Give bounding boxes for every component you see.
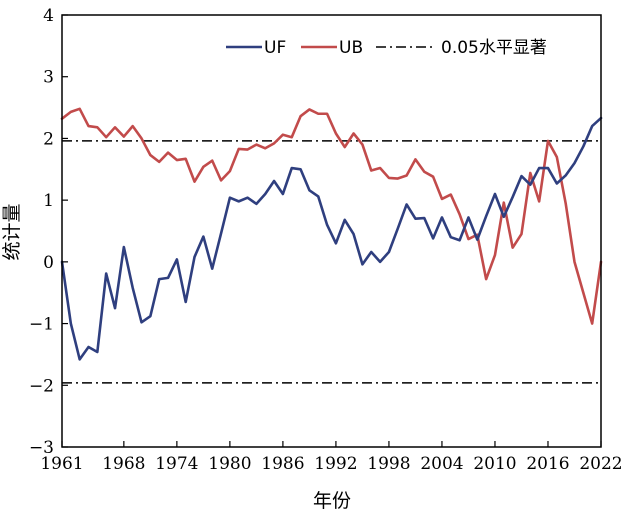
x-tick-label: 2016 bbox=[526, 454, 569, 474]
y-tick-label: −2 bbox=[29, 376, 54, 396]
x-tick-label: 1986 bbox=[261, 454, 304, 474]
y-tick-label: −3 bbox=[29, 438, 54, 458]
y-tick-label: 1 bbox=[43, 191, 54, 211]
legend-uf-label: UF bbox=[264, 38, 286, 58]
y-tick-label: 0 bbox=[43, 253, 54, 273]
x-tick-label: 1980 bbox=[208, 454, 251, 474]
plot-frame bbox=[61, 14, 602, 448]
y-tick-label: 3 bbox=[43, 68, 54, 88]
x-tick-label: 1992 bbox=[314, 454, 357, 474]
y-axis-title: 统计量 bbox=[1, 203, 23, 260]
y-tick-label: 4 bbox=[43, 6, 54, 26]
legend-ub-label: UB bbox=[339, 38, 363, 58]
legend-ref-label: 0.05水平显著 bbox=[441, 38, 547, 58]
x-tick-label: 1998 bbox=[367, 454, 410, 474]
x-tick-label: 2010 bbox=[473, 454, 516, 474]
y-tick-label: −1 bbox=[29, 315, 54, 335]
reference-lines bbox=[62, 140, 601, 384]
x-tick-label: 1968 bbox=[102, 454, 145, 474]
legend: UF UB 0.05水平显著 bbox=[226, 38, 547, 58]
series-lines bbox=[60, 107, 603, 361]
y-axis-ticks: −3 −2 −1 0 1 2 3 4 bbox=[29, 6, 68, 458]
series-line-uf bbox=[60, 116, 603, 361]
x-tick-label: 2004 bbox=[420, 454, 463, 474]
y-tick-label: 2 bbox=[43, 129, 54, 149]
x-tick-label: 2022 bbox=[579, 454, 622, 474]
x-tick-label: 1961 bbox=[40, 454, 83, 474]
x-axis-title: 年份 bbox=[313, 490, 351, 512]
x-axis-ticks: 1961 1968 1974 1980 1986 1992 1998 2004 2010 2016… bbox=[40, 441, 623, 474]
series-line-ub bbox=[60, 107, 603, 325]
x-tick-label: 1974 bbox=[155, 454, 198, 474]
